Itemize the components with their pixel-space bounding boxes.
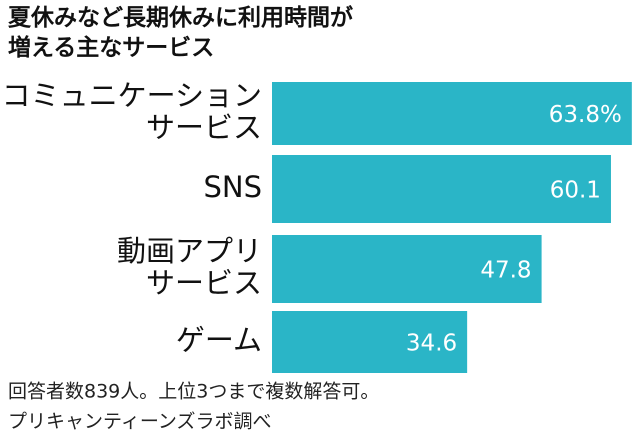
category-label: ゲーム [176,323,262,357]
chart-title: 夏休みなど長期休みに利用時間が増える主なサービス [8,4,353,61]
value-label: 34.6 [406,331,457,357]
bar [272,155,611,223]
source: プリキャンティーンズラボ調べ [8,411,272,433]
value-label: 63.8% [549,102,622,128]
category-label: コミュニケーションサービス [2,79,262,145]
value-label: 47.8 [480,258,531,284]
bar [272,311,468,373]
bar [272,235,542,303]
value-label: 60.1 [550,178,601,204]
category-label: SNS [203,170,262,204]
category-label: 動画アプリサービス [117,234,262,300]
bar [272,82,632,145]
note: 回答者数839人。上位3つまで複数解答可。 [8,381,379,403]
